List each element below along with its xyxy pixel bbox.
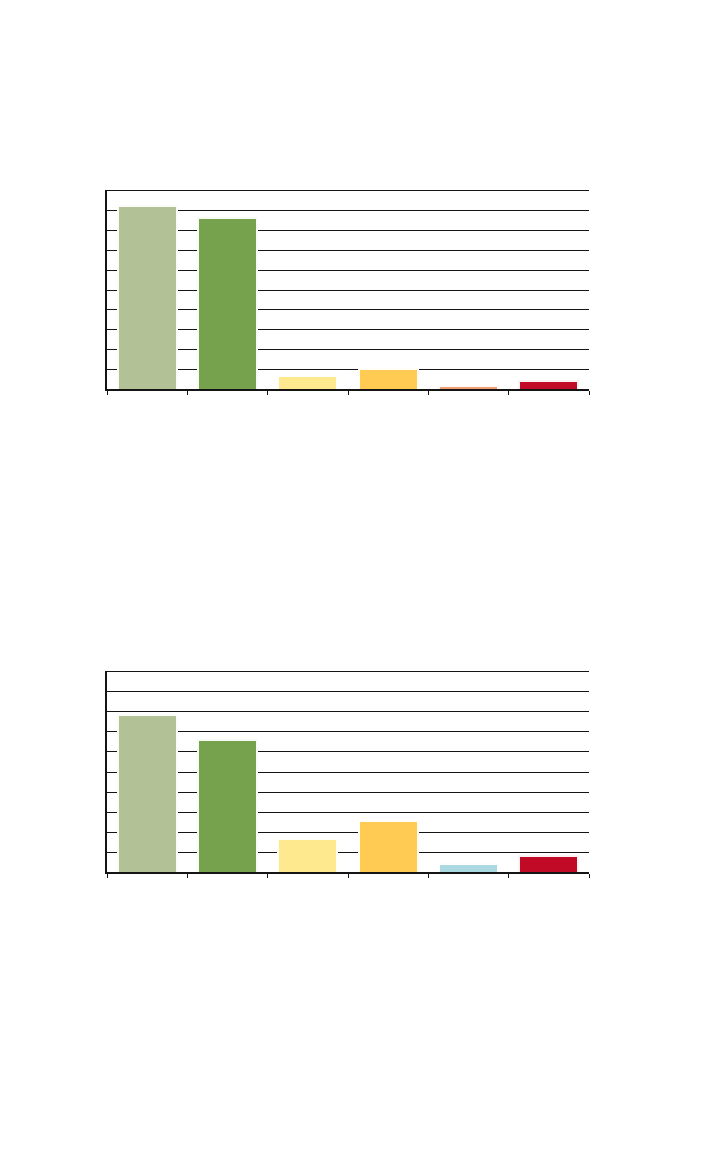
gridline (107, 811, 589, 813)
gridline (107, 731, 589, 733)
x-axis-tick (588, 391, 590, 395)
gridline (107, 831, 589, 833)
bar-category-2 (197, 739, 259, 872)
gridline (107, 671, 589, 672)
plot-area (107, 671, 589, 872)
bar-category-1 (116, 714, 178, 872)
gridline (107, 691, 589, 693)
bar-category-6 (518, 380, 580, 389)
gridline (107, 369, 589, 371)
bar-category-5 (438, 384, 500, 389)
x-axis-tick (508, 874, 510, 878)
bar-category-6 (518, 855, 580, 872)
x-axis-tick (267, 874, 269, 878)
x-axis-tick (347, 391, 349, 395)
bar-category-5 (438, 863, 500, 872)
x-axis-tick (267, 391, 269, 395)
x-axis-tick (588, 874, 590, 878)
x-axis-tick (106, 391, 108, 395)
gridline (107, 329, 589, 331)
bar-category-4 (357, 819, 419, 872)
bar-category-3 (277, 375, 339, 389)
x-axis-tick (427, 874, 429, 878)
bar-category-4 (357, 368, 419, 389)
bar-chart-top (105, 190, 590, 395)
x-axis-tick (106, 874, 108, 878)
gridline (107, 711, 589, 713)
gridline (107, 349, 589, 351)
gridline (107, 289, 589, 291)
bar-category-3 (277, 837, 339, 872)
plot-area (107, 190, 589, 389)
gridline (107, 190, 589, 191)
x-axis-tick (186, 391, 188, 395)
gridline (107, 269, 589, 271)
x-axis-tick (186, 874, 188, 878)
gridline (107, 209, 589, 211)
bar-category-2 (197, 216, 259, 389)
bar-category-1 (116, 204, 178, 389)
gridline (107, 249, 589, 251)
x-axis-tick (427, 391, 429, 395)
gridline (107, 309, 589, 311)
gridline (107, 751, 589, 753)
gridline (107, 791, 589, 793)
x-axis-tick (347, 874, 349, 878)
gridline (107, 229, 589, 231)
x-axis-tick (508, 391, 510, 395)
gridline (107, 771, 589, 773)
gridline (107, 851, 589, 853)
bar-chart-bottom (105, 671, 590, 878)
